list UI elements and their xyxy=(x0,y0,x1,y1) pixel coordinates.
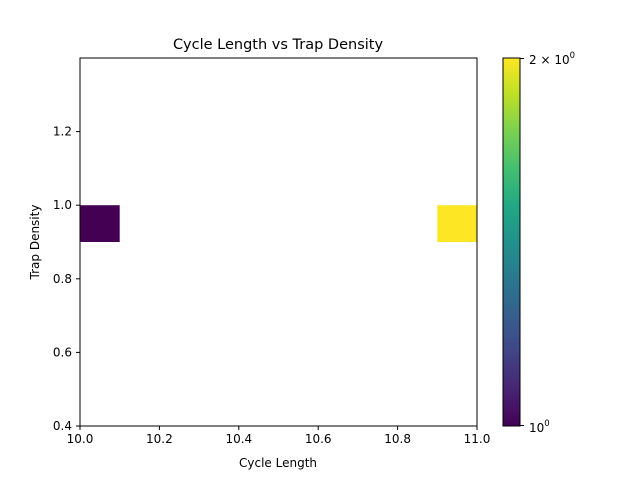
y-tick-label: 0.8 xyxy=(53,272,72,286)
y-tick-label: 1.2 xyxy=(53,125,72,139)
y-axis-ticks: 0.4 0.6 0.8 1.0 1.2 xyxy=(53,125,80,433)
colorbar xyxy=(502,57,521,427)
x-tick-label: 11.0 xyxy=(464,432,491,446)
x-tick-label: 10.2 xyxy=(146,432,173,446)
chart-title: Cycle Length vs Trap Density xyxy=(173,37,384,53)
heatmap-bin-0 xyxy=(80,205,120,242)
plot-area-frame xyxy=(79,57,478,427)
colorbar-label-min: 100 xyxy=(529,419,550,435)
x-axis-title: Cycle Length xyxy=(239,456,317,470)
heatmap-bin-1 xyxy=(437,205,477,242)
x-tick-label: 10.8 xyxy=(384,432,411,446)
x-tick-label: 10.0 xyxy=(67,432,94,446)
x-axis-ticks: 10.0 10.2 10.4 10.6 10.8 11.0 xyxy=(67,426,491,446)
heatmap-bins xyxy=(80,205,477,242)
y-tick-label: 0.4 xyxy=(53,419,72,433)
y-tick-label: 1.0 xyxy=(53,198,72,212)
y-axis-title: Trap Density xyxy=(28,205,42,281)
x-tick-label: 10.4 xyxy=(225,432,252,446)
x-tick-label: 10.6 xyxy=(305,432,332,446)
y-tick-label: 0.6 xyxy=(53,345,72,359)
colorbar-label-max: 2 × 100 xyxy=(529,51,575,67)
